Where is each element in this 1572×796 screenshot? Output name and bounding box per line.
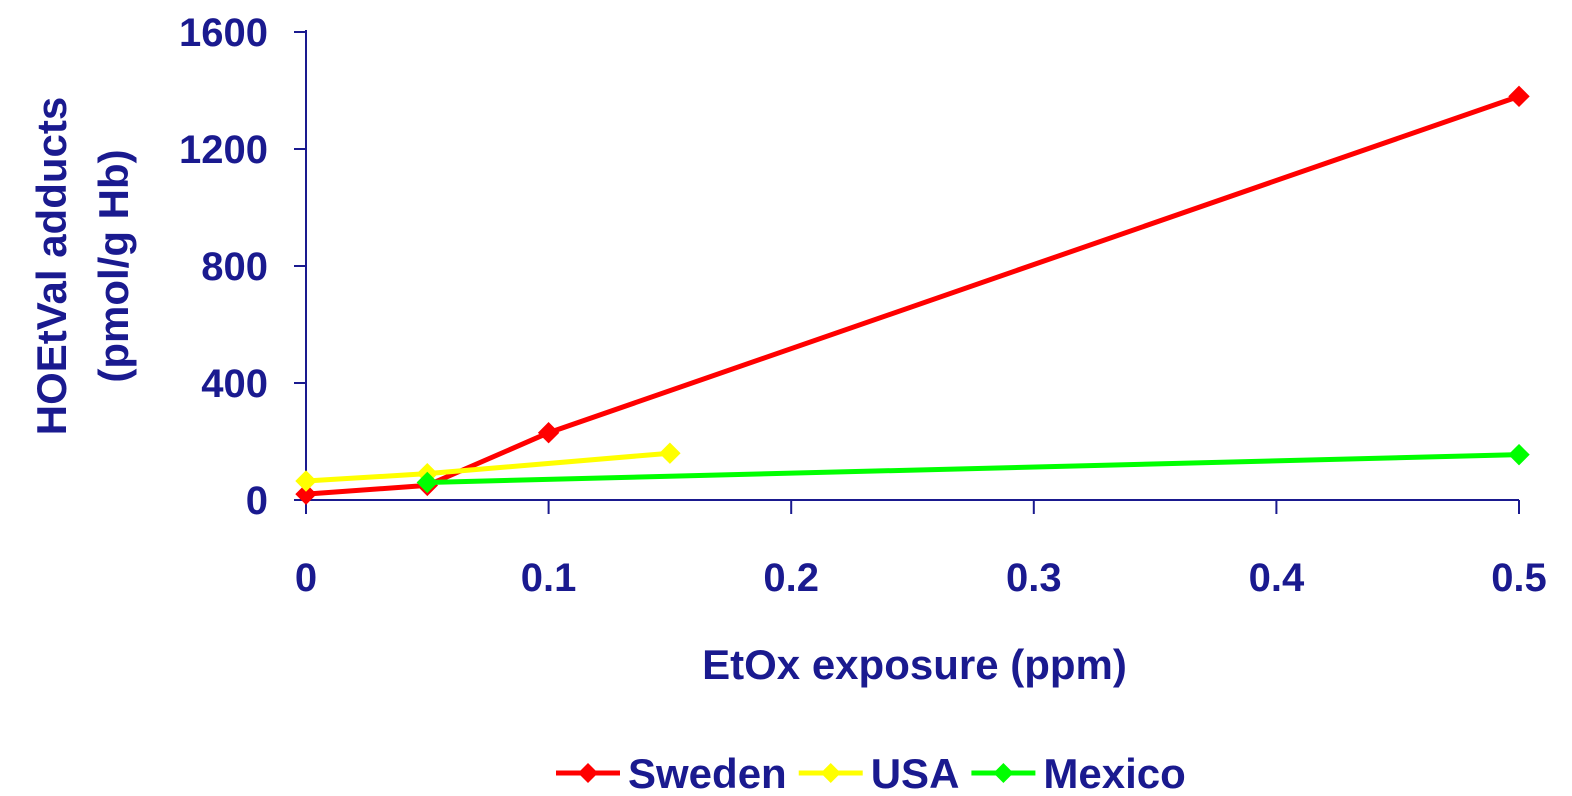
series-line-sweden: [305, 93, 1520, 497]
data-point: [295, 470, 317, 492]
data-point: [1508, 85, 1530, 108]
data-point: [537, 422, 560, 444]
legend-item-mexico: Mexico: [971, 750, 1186, 796]
legend-label: USA: [871, 750, 960, 796]
series: [295, 85, 1530, 505]
y-axis-title-line: HOEtVal adducts: [28, 97, 75, 435]
data-point: [416, 471, 439, 494]
x-tick-label: 0: [295, 556, 317, 600]
y-tick-label: 1600: [179, 11, 268, 55]
x-axis-title: EtOx exposure (ppm): [702, 641, 1127, 688]
y-tick-label: 0: [246, 479, 268, 523]
series-line-mexico: [427, 452, 1520, 485]
axes: [305, 30, 1519, 501]
x-tick-label: 0.1: [521, 556, 577, 600]
legend-item-sweden: Sweden: [556, 750, 787, 796]
legend-item-usa: USA: [798, 750, 960, 796]
legend-swatch-marker: [578, 763, 598, 783]
x-tick-label: 0.2: [763, 556, 819, 600]
x-tick-label: 0.5: [1491, 556, 1547, 600]
series-mexico: [416, 443, 1530, 494]
series-usa: [295, 442, 681, 492]
ticks: 0 400 800 1200 1600 0 0.1 0.2 0.3 0.4 0.5: [179, 11, 1547, 600]
data-point: [295, 483, 317, 505]
y-tick-label: 400: [201, 362, 268, 406]
legend-label: Sweden: [628, 750, 787, 796]
data-point: [659, 442, 681, 464]
y-tick-label: 1200: [179, 128, 268, 172]
legend-label: Mexico: [1043, 750, 1185, 796]
y-axis-title: HOEtVal adducts (pmol/g Hb): [28, 97, 137, 435]
legend-swatch-marker: [820, 763, 841, 783]
y-tick-label: 800: [201, 245, 268, 289]
x-tick-label: 0.3: [1006, 556, 1062, 600]
data-point: [1508, 443, 1530, 466]
x-tick-label: 0.4: [1249, 556, 1305, 600]
series-sweden: [295, 85, 1530, 505]
y-axis-title-line: (pmol/g Hb): [90, 149, 137, 382]
legend: Sweden USA Mexico: [556, 750, 1186, 796]
legend-swatch-marker: [993, 763, 1014, 783]
